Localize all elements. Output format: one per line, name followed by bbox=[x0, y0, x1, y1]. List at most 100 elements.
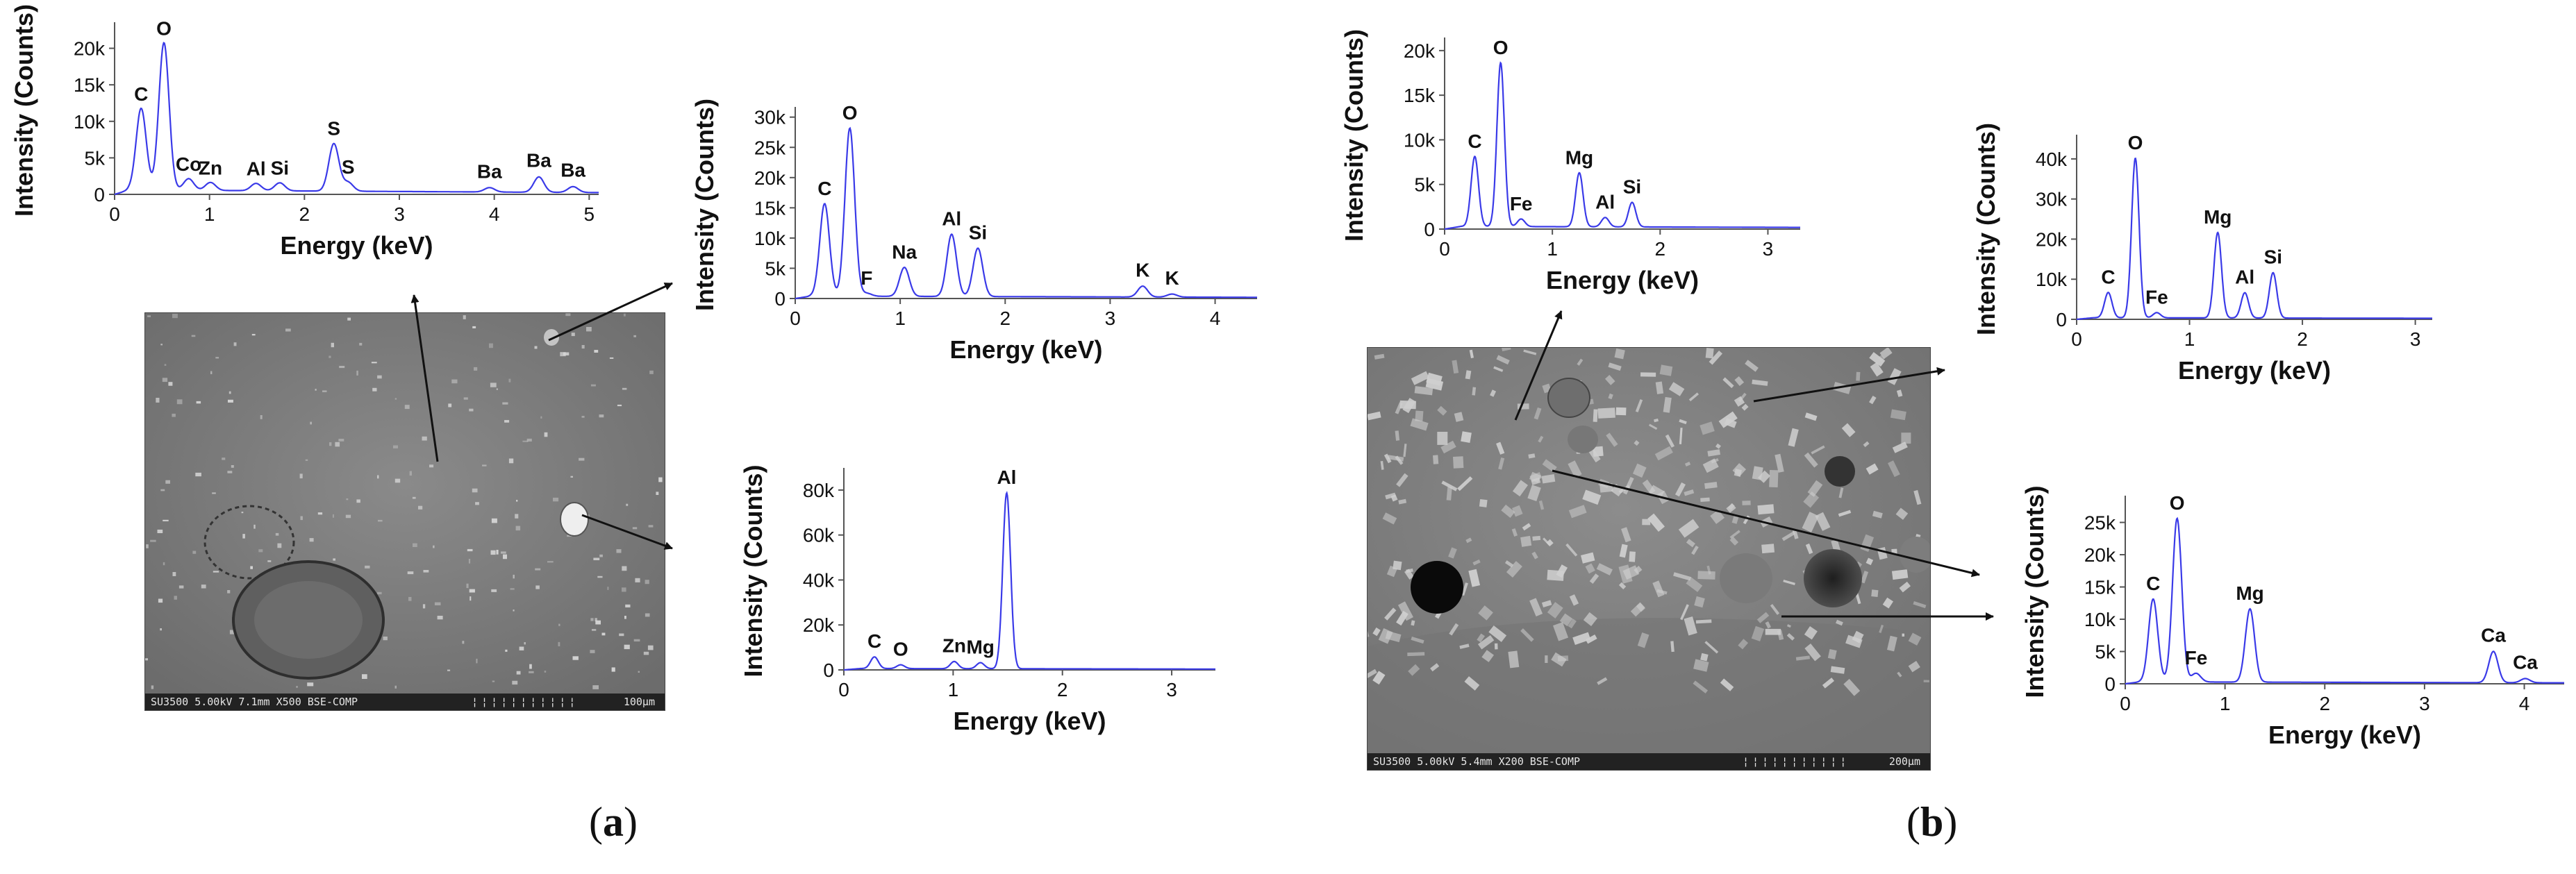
chart-a3-spectrum-line bbox=[843, 491, 1215, 671]
chart-a3-ytick-label: 20k bbox=[803, 614, 835, 636]
sem-image-b: SU3500 5.00kV 5.4mm X200 BSE-COMP ¦¦¦¦¦¦… bbox=[1367, 347, 1931, 771]
sem-b-pore-small bbox=[1825, 456, 1855, 487]
chart-b1-ytick-label: 5k bbox=[1414, 174, 1436, 196]
sem-b-scale-ticks: ¦¦¦¦¦¦¦¦¦¦¦ bbox=[1743, 755, 1850, 768]
chart-b2-ytick-label: 30k bbox=[2036, 189, 2068, 210]
chart-a2-peak-label: O bbox=[842, 102, 858, 124]
chart-a2-peak-label: F bbox=[861, 267, 872, 289]
chart-b3-peak-label: C bbox=[2146, 573, 2160, 594]
chart-a2-peak-label: C bbox=[817, 178, 831, 199]
chart-b1-peak-label: Mg bbox=[1565, 146, 1593, 168]
chart-b1-ytick-label: 10k bbox=[1404, 129, 1436, 151]
chart-a2-peak-label: K bbox=[1136, 260, 1149, 281]
chart-b1-xlabel: Energy (keV) bbox=[1546, 266, 1699, 294]
chart-a2-spectrum-line bbox=[795, 126, 1257, 300]
chart-b3-ylabel: Intensity (Counts) bbox=[2020, 486, 2049, 698]
chart-a2-xtick-label: 2 bbox=[999, 308, 1011, 329]
sem-a-particle-2 bbox=[544, 329, 559, 346]
chart-a1-ytick-label: 20k bbox=[74, 38, 106, 60]
chart-a3-xtick-label: 1 bbox=[948, 679, 959, 700]
chart-b3-peak-label: Ca bbox=[2513, 652, 2538, 673]
caption-a: (a) bbox=[589, 799, 638, 845]
chart-b3-xtick-label: 4 bbox=[2519, 693, 2530, 714]
chart-a2-xlabel: Energy (keV) bbox=[949, 335, 1102, 364]
chart-a3-ylabel: Intensity (Counts) bbox=[739, 465, 767, 678]
sem-b-pore-medium bbox=[1804, 549, 1862, 607]
chart-b1-ylabel: Intensity (Counts) bbox=[1340, 29, 1368, 242]
chart-a1-xtick-label: 1 bbox=[204, 203, 215, 225]
eds-spectrum-b3: 0 1 2 3 4 0 5k 10k 15k 20k 25k Energy (keV) Intensit… bbox=[2020, 486, 2564, 749]
chart-a1-peak-label: C bbox=[134, 83, 148, 105]
chart-b1-xtick-label: 3 bbox=[1763, 238, 1774, 260]
chart-b1-ytick-label: 0 bbox=[1424, 219, 1435, 240]
chart-a3-xlabel: Energy (keV) bbox=[953, 707, 1106, 735]
chart-b3-ytick-label: 25k bbox=[2084, 512, 2116, 534]
chart-b1-ytick-label: 20k bbox=[1404, 40, 1436, 62]
chart-b2-xtick-label: 3 bbox=[2410, 328, 2421, 350]
chart-a1-peak-label: Zn bbox=[199, 157, 222, 178]
chart-a1-peak-label: O bbox=[156, 17, 172, 39]
sem-image-a: SU3500 5.00kV 7.1mm X500 BSE-COMP ¦¦¦¦¦¦… bbox=[144, 312, 665, 711]
chart-b3-xtick-label: 0 bbox=[2120, 693, 2131, 714]
chart-b3-peak-label: O bbox=[2170, 492, 2185, 514]
chart-a1-spectrum-line bbox=[114, 42, 599, 196]
chart-a3-xtick-label: 3 bbox=[1166, 679, 1177, 700]
chart-a1-peak-label: S bbox=[342, 156, 355, 178]
chart-a1-ytick-label: 5k bbox=[84, 147, 106, 169]
chart-a3-ytick-label: 40k bbox=[803, 569, 835, 591]
chart-b3-xtick-label: 2 bbox=[2319, 693, 2330, 714]
chart-a2-xtick-label: 3 bbox=[1105, 308, 1116, 329]
chart-a1-xtick-label: 0 bbox=[109, 203, 120, 225]
chart-a3-peak-label: Mg bbox=[966, 636, 994, 657]
chart-a2-ylabel: Intensity (Counts) bbox=[690, 99, 719, 311]
chart-b3-ytick-label: 5k bbox=[2095, 641, 2116, 663]
chart-b1-xtick-label: 0 bbox=[1439, 238, 1450, 260]
chart-b3-ytick-label: 15k bbox=[2084, 577, 2116, 598]
chart-b3-peak-label: Ca bbox=[2481, 625, 2506, 646]
sem-a-info-bar: SU3500 5.00kV 7.1mm X500 BSE-COMP ¦¦¦¦¦¦… bbox=[145, 694, 665, 710]
chart-a3-ytick-label: 80k bbox=[803, 480, 835, 501]
chart-a2-peak-label: Si bbox=[969, 222, 987, 244]
chart-b2-ytick-label: 40k bbox=[2036, 149, 2068, 170]
chart-a2-ytick-label: 30k bbox=[754, 107, 786, 128]
chart-b1-ytick-label: 15k bbox=[1404, 85, 1436, 106]
chart-b2-peak-label: Si bbox=[2264, 246, 2282, 268]
chart-b3-ytick-label: 10k bbox=[2084, 609, 2116, 630]
sem-a-scale: 100µm bbox=[623, 696, 655, 708]
chart-a3-peak-label: Zn bbox=[942, 635, 966, 657]
caption-b: (b) bbox=[1906, 799, 1958, 845]
chart-b2-ytick-label: 20k bbox=[2036, 228, 2068, 250]
chart-a3-xtick-label: 2 bbox=[1057, 679, 1068, 700]
chart-a1-ylabel: Intensity (Counts) bbox=[10, 4, 38, 217]
chart-b2-spectrum-line bbox=[2076, 157, 2432, 321]
chart-b2-ytick-label: 0 bbox=[2056, 309, 2067, 330]
chart-a2-ytick-label: 10k bbox=[754, 228, 786, 249]
chart-a2-peak-label: Na bbox=[892, 241, 917, 262]
chart-a1-xtick-label: 2 bbox=[299, 203, 310, 225]
sem-b-label: SU3500 5.00kV 5.4mm X200 BSE-COMP bbox=[1373, 755, 1581, 768]
chart-b2-xtick-label: 2 bbox=[2297, 328, 2308, 350]
eds-spectrum-a3: 0 1 2 3 0 20k 40k 60k 80k Energy (keV) Intensity (… bbox=[739, 465, 1215, 735]
chart-a1-peak-label: Ba bbox=[526, 150, 551, 171]
chart-a2-ytick-label: 20k bbox=[754, 167, 786, 189]
sem-a-particle-1 bbox=[560, 502, 589, 537]
sem-b-pore-large bbox=[1411, 561, 1463, 614]
chart-a1-peak-label: Ba bbox=[477, 161, 502, 183]
chart-b3-xtick-label: 3 bbox=[2419, 693, 2430, 714]
chart-b1-spectrum-line bbox=[1444, 61, 1800, 230]
eds-spectrum-a1: 0 1 2 3 4 5 0 5k 10k 15k 20k Energy (keV) Intensity … bbox=[10, 4, 599, 260]
sem-a-pore bbox=[203, 505, 295, 580]
chart-a3-xtick-label: 0 bbox=[838, 679, 849, 700]
sem-b-info-bar: SU3500 5.00kV 5.4mm X200 BSE-COMP ¦¦¦¦¦¦… bbox=[1368, 753, 1930, 770]
eds-spectrum-a2: 0 1 2 3 4 0 5k 10k 15k 20k 25k 30k Energy (keV) Inten… bbox=[690, 99, 1257, 364]
chart-b1-peak-label: C bbox=[1468, 131, 1481, 152]
eds-spectrum-b1: 0 1 2 3 0 5k 10k 15k 20k Energy (keV) Intensity (C… bbox=[1340, 29, 1800, 294]
chart-b1-xtick-label: 1 bbox=[1547, 238, 1558, 260]
chart-a1-ytick-label: 0 bbox=[94, 184, 105, 205]
chart-a2-xtick-label: 4 bbox=[1210, 308, 1221, 329]
chart-b2-peak-label: O bbox=[2128, 132, 2143, 153]
chart-b2-xtick-label: 1 bbox=[2184, 328, 2195, 350]
chart-a1-peak-label: Ba bbox=[560, 159, 585, 180]
chart-a2-xtick-label: 0 bbox=[790, 308, 801, 329]
